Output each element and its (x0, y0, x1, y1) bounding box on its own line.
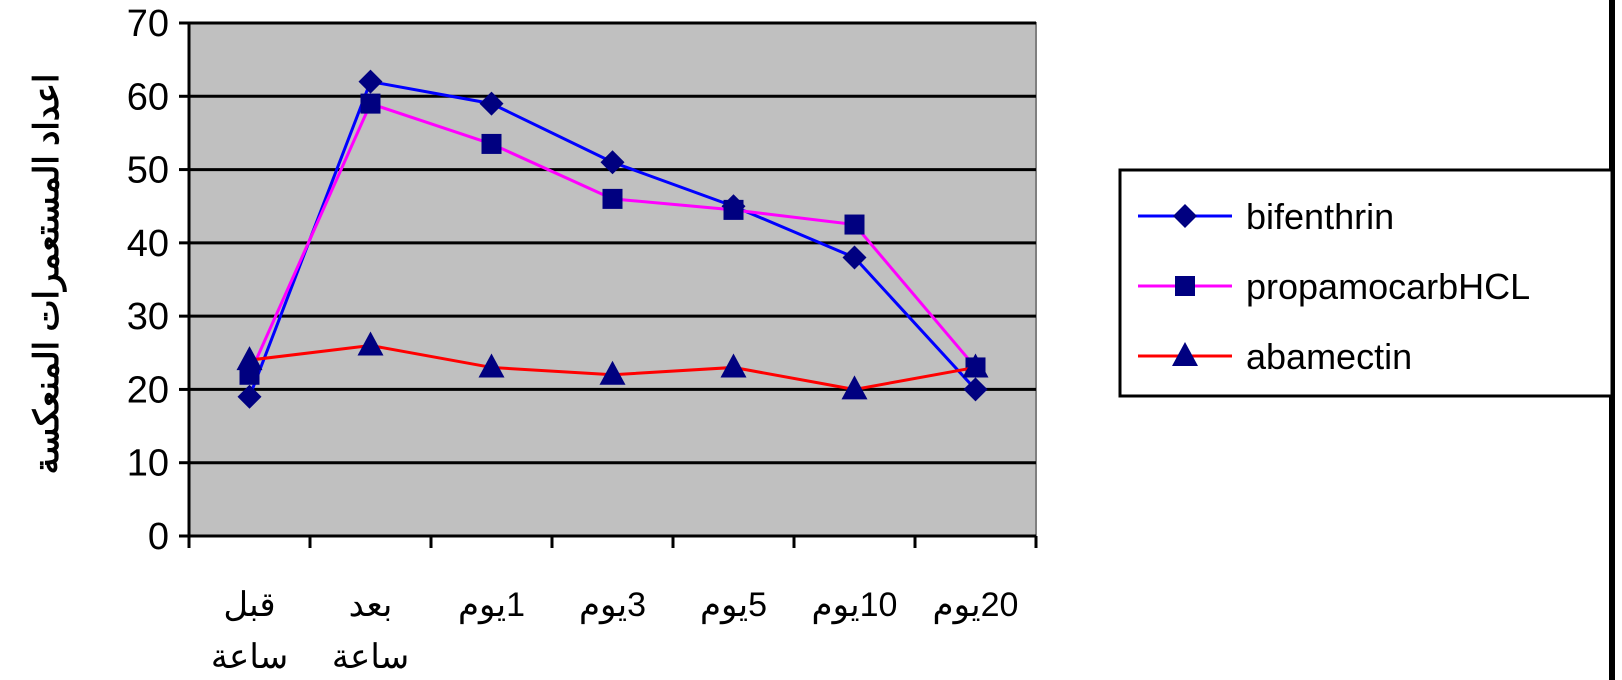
legend-item: abamectin (1138, 336, 1412, 377)
series-group (236, 69, 989, 409)
y-tick-label: 70 (127, 3, 169, 45)
legend-label: abamectin (1246, 336, 1412, 377)
y-tick-label: 50 (127, 150, 169, 192)
x-tick-label: بعد ساعة (332, 586, 409, 676)
square-marker (723, 199, 744, 220)
x-tick-label-line: 20يوم (933, 586, 1019, 625)
square-marker (360, 93, 381, 114)
diamond-marker (1173, 204, 1197, 228)
y-axis-title: اعداد المستعمرات المنعكسة (28, 74, 67, 475)
x-tick-label: 5يوم (700, 586, 767, 625)
x-tick-label-line: بعد (349, 586, 393, 624)
square-marker (481, 133, 502, 154)
legend-item: bifenthrin (1138, 196, 1394, 237)
x-tick-label: 3يوم (579, 586, 646, 625)
legend: bifenthrin propamocarbHCL abamectin (1118, 168, 1614, 398)
legend-item: propamocarbHCL (1138, 266, 1530, 307)
x-tick-label-line: 10يوم (812, 586, 898, 625)
triangle-marker (720, 353, 747, 378)
y-tick-label: 40 (127, 223, 169, 265)
y-tick-label: 10 (127, 443, 169, 485)
y-tick-label: 20 (127, 369, 169, 411)
y-tick-label: 60 (127, 76, 169, 118)
x-tick-label-line: 5يوم (700, 586, 767, 625)
x-tick-label-line: قبل (223, 586, 275, 624)
y-axis-ticks: 0 10 20 30 40 50 60 70 (127, 3, 189, 558)
plot-area (188, 22, 1037, 537)
x-tick-label-line: 3يوم (579, 586, 646, 625)
legend-label: propamocarbHCL (1246, 266, 1530, 307)
legend-box (1118, 168, 1614, 398)
diamond-marker (600, 150, 625, 175)
triangle-marker (841, 375, 868, 400)
x-axis-ticks: قبل ساعة بعد ساعة 1يوم 3يوم 5يوم 10يوم 20يوم (187, 536, 1038, 676)
axes (187, 23, 1036, 538)
y-tick-label: 0 (148, 516, 169, 558)
legend-label: bifenthrin (1246, 196, 1394, 237)
square-marker (1175, 276, 1195, 296)
triangle-marker (1172, 342, 1198, 366)
x-tick-label: 20يوم (933, 586, 1019, 625)
diamond-marker (842, 245, 867, 270)
diamond-marker (237, 384, 262, 409)
square-marker (844, 214, 865, 235)
x-tick-label-line: 1يوم (458, 586, 525, 625)
diamond-marker (358, 69, 383, 94)
x-tick-label-line: ساعة (211, 638, 288, 676)
square-marker (602, 188, 623, 209)
diamond-marker (479, 91, 504, 116)
series-bifenthrin (237, 69, 988, 409)
x-tick-label: 10يوم (812, 586, 898, 625)
x-tick-label-line: ساعة (332, 638, 409, 676)
x-tick-label: قبل ساعة (211, 586, 288, 676)
x-tick-label: 1يوم (458, 586, 525, 625)
series-propamocarbHCL (239, 93, 986, 385)
y-tick-label: 30 (127, 296, 169, 338)
triangle-marker (478, 353, 505, 378)
series-abamectin (236, 331, 989, 400)
triangle-marker (599, 360, 626, 385)
triangle-marker (962, 353, 989, 378)
triangle-marker (236, 346, 263, 371)
triangle-marker (357, 331, 384, 356)
diamond-marker (963, 377, 988, 402)
